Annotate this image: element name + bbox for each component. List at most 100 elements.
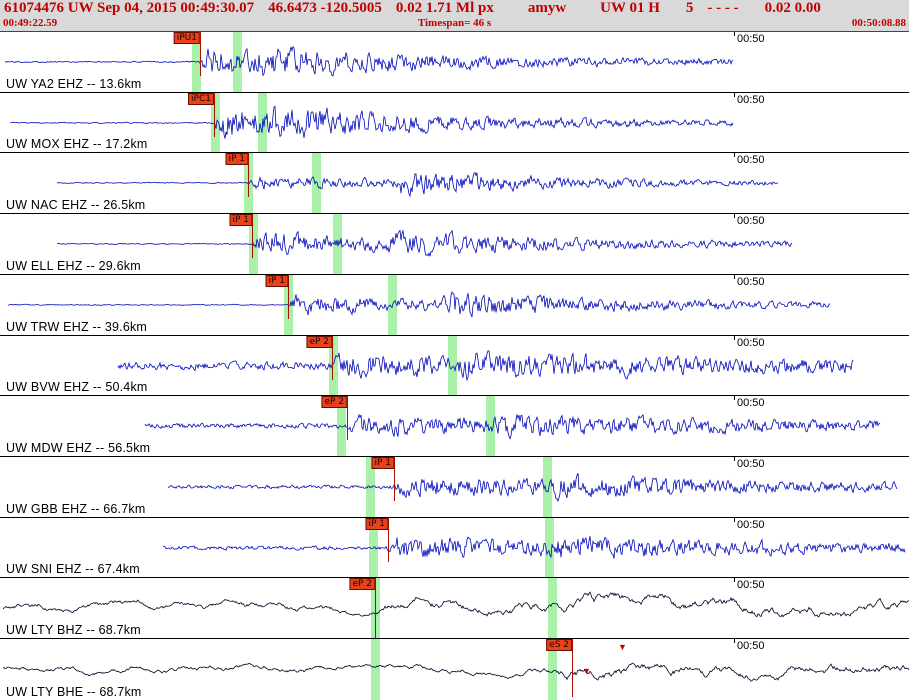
time-tick-label: 00:50 [737, 458, 765, 471]
trace-row[interactable]: eP 2 00:50 UW MDW EHZ -- 56.5km [0, 396, 909, 458]
time-tick-label: 00:50 [737, 215, 765, 228]
event-id-origin: 61074476 UW Sep 04, 2015 00:49:30.07 [4, 0, 255, 16]
pick-line[interactable] [388, 517, 389, 562]
pick-line[interactable] [332, 335, 333, 380]
waveform-plot[interactable] [0, 214, 909, 274]
trace-row[interactable]: iP 1 00:50 UW NAC EHZ -- 26.5km [0, 153, 909, 215]
station-label: UW MDW EHZ -- 56.5km [6, 441, 151, 456]
time-tick [734, 335, 735, 340]
time-tick [734, 517, 735, 522]
waveform-plot[interactable] [0, 93, 909, 153]
arrival-window-highlight [486, 396, 495, 457]
pick-flag[interactable]: eS 2 [546, 639, 572, 652]
pick-line[interactable] [214, 92, 215, 137]
waveform-plot[interactable] [0, 275, 909, 335]
time-tick [734, 92, 735, 97]
trace-row[interactable]: iPC1 00:50 UW MOX EHZ -- 17.2km [0, 92, 909, 154]
time-tick [734, 214, 735, 219]
trace-area: iPU1 00:50 UW YA2 EHZ -- 13.6km iPC1 00:… [0, 32, 909, 700]
time-tick [734, 153, 735, 158]
station-label: UW LTY BHE -- 68.7km [6, 684, 142, 699]
arrival-triangle-marker[interactable]: ▼ [618, 642, 627, 653]
trace-row[interactable]: iP 1 00:50 UW TRW EHZ -- 39.6km [0, 274, 909, 336]
pick-flag[interactable]: iP 1 [229, 214, 252, 227]
pick-flag[interactable]: iPC1 [188, 92, 214, 105]
pick-flag[interactable]: iP 1 [371, 457, 394, 470]
pick-line[interactable] [288, 274, 289, 319]
waveform-trace [2, 591, 909, 618]
arrival-triangle-marker[interactable]: ▼ [582, 666, 591, 677]
trace-row[interactable]: iP 1 00:50 UW GBB EHZ -- 66.7km [0, 457, 909, 518]
station-label: UW GBB EHZ -- 66.7km [6, 501, 146, 516]
pick-flag[interactable]: iP 1 [365, 517, 388, 530]
pick-line[interactable] [572, 639, 573, 698]
error-values: 0.02 0.00 [764, 0, 821, 16]
pick-line[interactable] [375, 578, 376, 639]
time-tick-label: 00:50 [737, 154, 765, 167]
window-start-time: 00:49:22.59 [3, 17, 58, 29]
pick-flag[interactable]: eP 2 [306, 335, 332, 348]
waveform-plot[interactable] [0, 578, 909, 638]
trace-row[interactable]: eP 2 00:50 UW LTY BHZ -- 68.7km [0, 578, 909, 640]
time-tick [734, 457, 735, 462]
arrival-window-highlight [312, 153, 321, 214]
waveform-trace [162, 535, 906, 559]
waveform-trace [4, 45, 734, 77]
time-tick [734, 32, 735, 36]
pick-flag[interactable]: eP 2 [349, 578, 375, 591]
station-label: UW SNI EHZ -- 67.4km [6, 562, 140, 577]
pick-flag[interactable]: eP 2 [321, 396, 347, 409]
pick-line[interactable] [248, 153, 249, 198]
station-label: UW ELL EHZ -- 29.6km [6, 258, 141, 273]
window-end-time: 00:50:08.88 [851, 17, 906, 29]
waveform-plot[interactable] [0, 639, 909, 700]
pick-line[interactable] [252, 214, 253, 259]
pick-flag[interactable]: iP 1 [225, 153, 248, 166]
waveform-plot[interactable] [0, 518, 909, 578]
waveform-plot[interactable] [0, 336, 909, 396]
event-summary-line: 61074476 UW Sep 04, 2015 00:49:30.07 46.… [0, 0, 909, 17]
arrival-window-highlight [545, 517, 554, 578]
waveform-plot[interactable] [0, 153, 909, 213]
trace-row[interactable]: eS 2 00:50 UW LTY BHE -- 68.7km ▼ ▼ [0, 639, 909, 700]
waveform-trace [8, 291, 831, 318]
pick-line[interactable] [394, 457, 395, 502]
trace-row[interactable]: iP 1 00:50 UW SNI EHZ -- 67.4km [0, 517, 909, 579]
time-tick-label: 00:50 [737, 93, 765, 106]
timespan-label: Timespan= 46 s [417, 17, 492, 29]
time-tick-label: 00:50 [737, 33, 765, 45]
analyst-name: amyw [527, 0, 567, 16]
waveform-trace [56, 229, 793, 257]
pick-flag[interactable]: iPU1 [173, 32, 200, 44]
time-tick-label: 00:50 [737, 579, 765, 592]
event-magnitude: 0.02 1.71 Ml px [395, 0, 494, 16]
waveform-plot[interactable] [0, 32, 909, 92]
waveform-trace [10, 105, 734, 139]
station-label: UW LTY BHZ -- 68.7km [6, 623, 141, 638]
arrival-window-highlight [371, 639, 380, 700]
pick-line[interactable] [200, 32, 201, 76]
time-tick [734, 274, 735, 279]
trace-row[interactable]: iPU1 00:50 UW YA2 EHZ -- 13.6km [0, 32, 909, 93]
pick-flag[interactable]: iP 1 [265, 274, 288, 287]
arrival-window-highlight [548, 578, 557, 639]
trace-row[interactable]: eP 2 00:50 UW BVW EHZ -- 50.4km [0, 335, 909, 397]
arrival-window-highlight [211, 92, 220, 153]
time-tick [734, 639, 735, 644]
station-label: UW BVW EHZ -- 50.4km [6, 380, 148, 395]
station-label: UW YA2 EHZ -- 13.6km [6, 76, 142, 91]
waveform-trace [2, 662, 909, 682]
event-location: 46.6473 -120.5005 [268, 0, 382, 16]
pick-line[interactable] [347, 396, 348, 441]
waveform-plot[interactable] [0, 457, 909, 517]
time-tick-label: 00:50 [737, 397, 765, 410]
time-tick-label: 00:50 [737, 275, 765, 288]
arrival-window-highlight [233, 32, 242, 92]
station-label: UW MOX EHZ -- 17.2km [6, 137, 148, 152]
trace-row[interactable]: iP 1 00:50 UW ELL EHZ -- 29.6km [0, 214, 909, 275]
time-tick [734, 396, 735, 401]
arrival-window-highlight [548, 639, 557, 700]
time-tick-label: 00:50 [737, 518, 765, 531]
time-tick-label: 00:50 [737, 336, 765, 349]
waveform-plot[interactable] [0, 396, 909, 456]
